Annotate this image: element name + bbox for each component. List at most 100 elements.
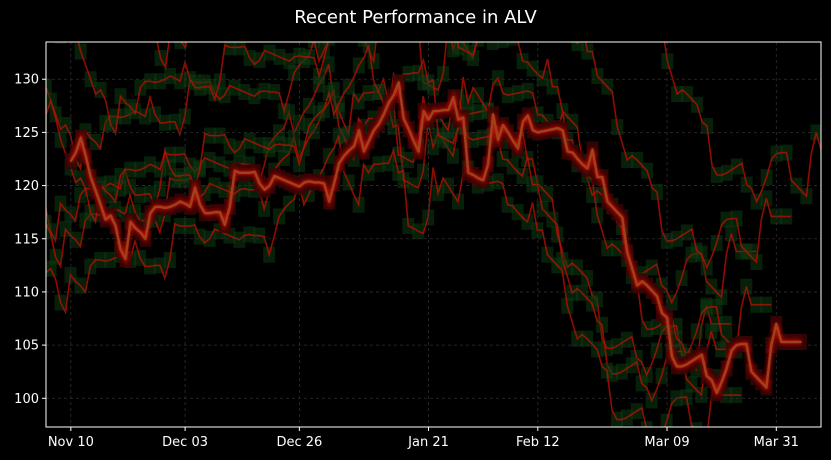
data-point xyxy=(288,181,291,184)
ghost-band xyxy=(571,42,584,52)
ghost-band xyxy=(204,7,216,23)
ghost-band xyxy=(304,0,316,2)
data-point xyxy=(795,341,798,343)
data-point xyxy=(760,381,763,384)
plot-frame xyxy=(45,41,822,428)
ghost-band xyxy=(0,135,7,151)
data-point xyxy=(194,186,196,189)
data-point xyxy=(338,162,340,165)
data-point xyxy=(263,188,266,191)
data-point xyxy=(586,167,589,170)
data-point xyxy=(452,96,455,99)
data-point xyxy=(69,160,72,163)
series-line xyxy=(69,81,802,395)
data-point xyxy=(204,212,206,215)
data-point xyxy=(601,176,604,179)
data-point xyxy=(154,205,157,208)
chart-title: Recent Performance in ALV xyxy=(294,7,537,28)
data-point xyxy=(661,312,663,315)
data-point xyxy=(695,357,698,359)
data-point xyxy=(368,140,370,142)
ghost-band xyxy=(353,7,365,23)
data-point xyxy=(149,212,152,215)
ghost-band xyxy=(54,42,67,44)
data-point xyxy=(144,237,147,240)
data-point xyxy=(328,200,331,203)
data-point xyxy=(705,375,708,377)
data-point xyxy=(750,370,753,373)
data-point xyxy=(343,154,345,157)
data-point xyxy=(273,175,276,177)
data-point xyxy=(715,392,718,394)
ghost-band xyxy=(333,0,345,3)
ghost-band xyxy=(640,421,653,427)
data-point xyxy=(228,205,231,208)
data-point xyxy=(631,267,634,270)
ghost-band xyxy=(254,13,266,29)
ghost-band xyxy=(363,2,375,18)
data-point xyxy=(179,200,182,203)
ghost-line xyxy=(46,44,772,358)
data-point xyxy=(566,150,569,153)
data-point xyxy=(308,180,311,183)
ghost-band xyxy=(135,5,147,21)
ghost-band xyxy=(482,6,494,22)
ghost-line xyxy=(46,89,737,403)
data-point xyxy=(507,131,509,134)
data-point xyxy=(800,341,802,343)
ghost-band xyxy=(486,42,499,50)
data-point xyxy=(656,295,658,298)
ghost-band xyxy=(5,206,17,222)
ghost-band xyxy=(397,12,409,28)
data-point xyxy=(740,343,743,345)
y-tick-label: 125 xyxy=(14,126,39,141)
ghost-band xyxy=(65,4,77,20)
data-point xyxy=(775,322,778,325)
ghost-band xyxy=(333,17,345,33)
data-point xyxy=(571,151,574,154)
data-point xyxy=(124,258,127,260)
ghost-band xyxy=(145,16,157,32)
data-point xyxy=(437,110,440,112)
data-point xyxy=(283,179,286,182)
data-point xyxy=(780,341,783,343)
ghost-line xyxy=(156,42,821,204)
data-point xyxy=(392,94,395,97)
ghost-band xyxy=(552,18,564,34)
data-point xyxy=(492,113,494,116)
data-point xyxy=(462,116,465,119)
ghost-band xyxy=(214,2,226,18)
y-tick-label: 115 xyxy=(14,232,39,247)
data-point xyxy=(134,227,137,230)
ghost-band xyxy=(472,42,485,47)
y-tick-label: 110 xyxy=(14,285,39,300)
data-point xyxy=(497,138,499,141)
data-point xyxy=(765,386,768,389)
data-point xyxy=(189,205,192,208)
line-layer xyxy=(69,81,802,395)
ghost-band xyxy=(46,214,52,231)
ghost-band xyxy=(413,0,425,2)
data-point xyxy=(472,174,475,176)
ghost-band xyxy=(165,22,177,38)
data-point xyxy=(243,171,246,174)
ghost-band xyxy=(700,433,712,449)
data-point xyxy=(89,176,92,179)
ghost-band xyxy=(343,0,355,13)
data-point xyxy=(422,110,425,112)
ghost-band xyxy=(30,204,42,220)
ghost-band xyxy=(0,161,12,177)
data-point xyxy=(109,214,112,217)
data-point xyxy=(74,151,77,154)
data-point xyxy=(99,203,102,206)
data-point xyxy=(363,150,365,153)
data-point xyxy=(253,170,256,173)
data-point xyxy=(636,284,639,287)
x-tick-label: Dec 26 xyxy=(276,435,322,450)
data-point xyxy=(546,129,549,132)
ghost-band xyxy=(15,151,27,167)
ghost-band xyxy=(388,13,400,29)
data-point xyxy=(785,341,788,343)
data-point xyxy=(323,182,326,185)
ghost-band xyxy=(690,422,703,427)
